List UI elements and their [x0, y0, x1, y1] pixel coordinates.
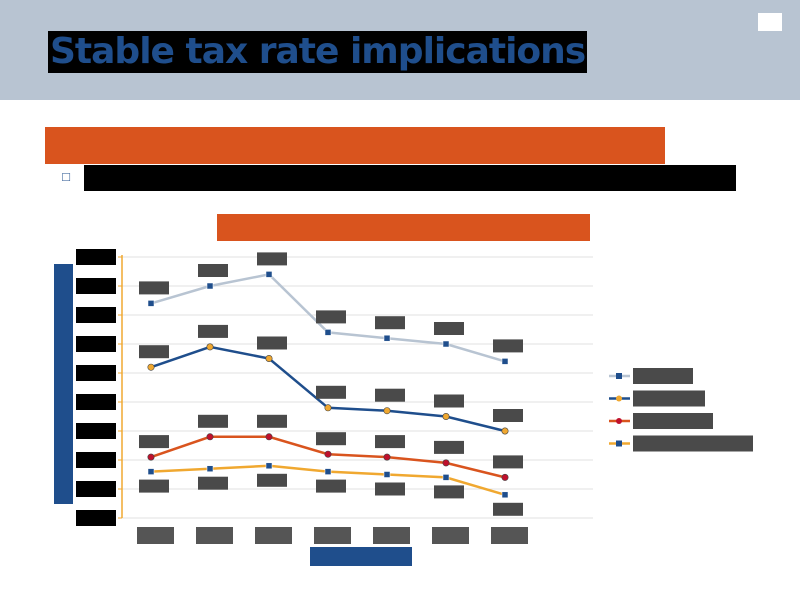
legend-entry	[633, 435, 753, 452]
x-tick-label	[491, 527, 528, 544]
data-point	[501, 427, 509, 435]
data-label	[257, 473, 287, 487]
data-point	[383, 471, 391, 478]
y-tick-label	[76, 249, 116, 265]
data-point	[442, 474, 450, 481]
y-tick-label	[76, 423, 116, 439]
x-tick-label	[196, 527, 233, 544]
data-point	[206, 343, 214, 351]
subtitle-bar	[45, 127, 665, 164]
data-label	[257, 336, 287, 350]
data-label	[198, 476, 228, 490]
x-tick-label	[255, 527, 292, 544]
bullet-square-icon: □	[62, 169, 70, 184]
data-point	[265, 271, 273, 278]
data-label	[316, 310, 346, 324]
legend-swatch-marker	[616, 373, 622, 379]
data-label	[139, 281, 169, 295]
data-label	[198, 324, 228, 338]
legend-swatch-marker	[616, 440, 622, 447]
corner-placeholder	[758, 13, 782, 31]
legend-swatch-marker	[616, 418, 622, 424]
data-label	[139, 345, 169, 359]
data-point	[442, 459, 450, 467]
chart-title-bar	[217, 214, 590, 241]
data-point	[383, 453, 391, 461]
data-point	[324, 468, 332, 475]
data-label	[434, 394, 464, 408]
y-tick-label	[76, 365, 116, 381]
data-point	[324, 450, 332, 458]
y-tick-label	[76, 510, 116, 526]
data-label	[316, 479, 346, 493]
x-tick-label	[314, 527, 351, 544]
x-tick-label	[137, 527, 174, 544]
data-point	[383, 407, 391, 415]
data-point	[501, 358, 509, 365]
y-tick-label	[76, 336, 116, 352]
legend-entry	[633, 413, 713, 429]
data-label	[434, 485, 464, 499]
data-label	[139, 435, 169, 449]
data-point	[147, 468, 155, 475]
data-label	[434, 440, 464, 454]
data-label	[493, 339, 523, 353]
y-tick-label	[76, 394, 116, 410]
data-label	[493, 502, 523, 516]
y-tick-label	[76, 481, 116, 497]
data-label	[493, 455, 523, 469]
data-point	[442, 412, 450, 420]
bullet-text	[84, 165, 736, 191]
y-tick-label	[76, 307, 116, 323]
data-point	[324, 329, 332, 336]
data-point	[147, 453, 155, 461]
x-tick-label	[373, 527, 410, 544]
y-tick-label	[76, 452, 116, 468]
data-label	[257, 252, 287, 266]
data-label	[375, 435, 405, 449]
data-label	[375, 316, 405, 330]
data-label	[316, 432, 346, 446]
slide-title: Stable tax rate implications	[48, 31, 588, 73]
data-label	[375, 482, 405, 496]
x-tick-label	[432, 527, 469, 544]
data-label	[198, 264, 228, 277]
data-point	[206, 282, 214, 290]
data-label	[493, 409, 523, 422]
legend-entry	[633, 390, 705, 407]
data-point	[147, 363, 155, 371]
data-point	[265, 462, 273, 470]
data-label	[198, 414, 228, 428]
y-tick-label	[76, 278, 116, 294]
legend-entry	[633, 368, 693, 384]
data-point	[206, 433, 214, 441]
data-point	[206, 465, 214, 472]
data-label	[257, 414, 287, 428]
data-point	[265, 433, 273, 441]
data-point	[501, 491, 509, 499]
data-point	[383, 334, 391, 342]
y-axis-label-bar	[54, 264, 73, 504]
data-label	[375, 388, 405, 402]
x-axis-label-bar	[310, 547, 412, 566]
data-label	[434, 322, 464, 335]
data-point	[324, 404, 332, 412]
data-point	[442, 340, 450, 348]
data-point	[265, 354, 273, 362]
data-label	[316, 385, 346, 399]
data-label	[139, 479, 169, 493]
data-point	[501, 473, 509, 481]
legend-swatch-marker	[616, 395, 622, 402]
data-point	[147, 300, 155, 307]
